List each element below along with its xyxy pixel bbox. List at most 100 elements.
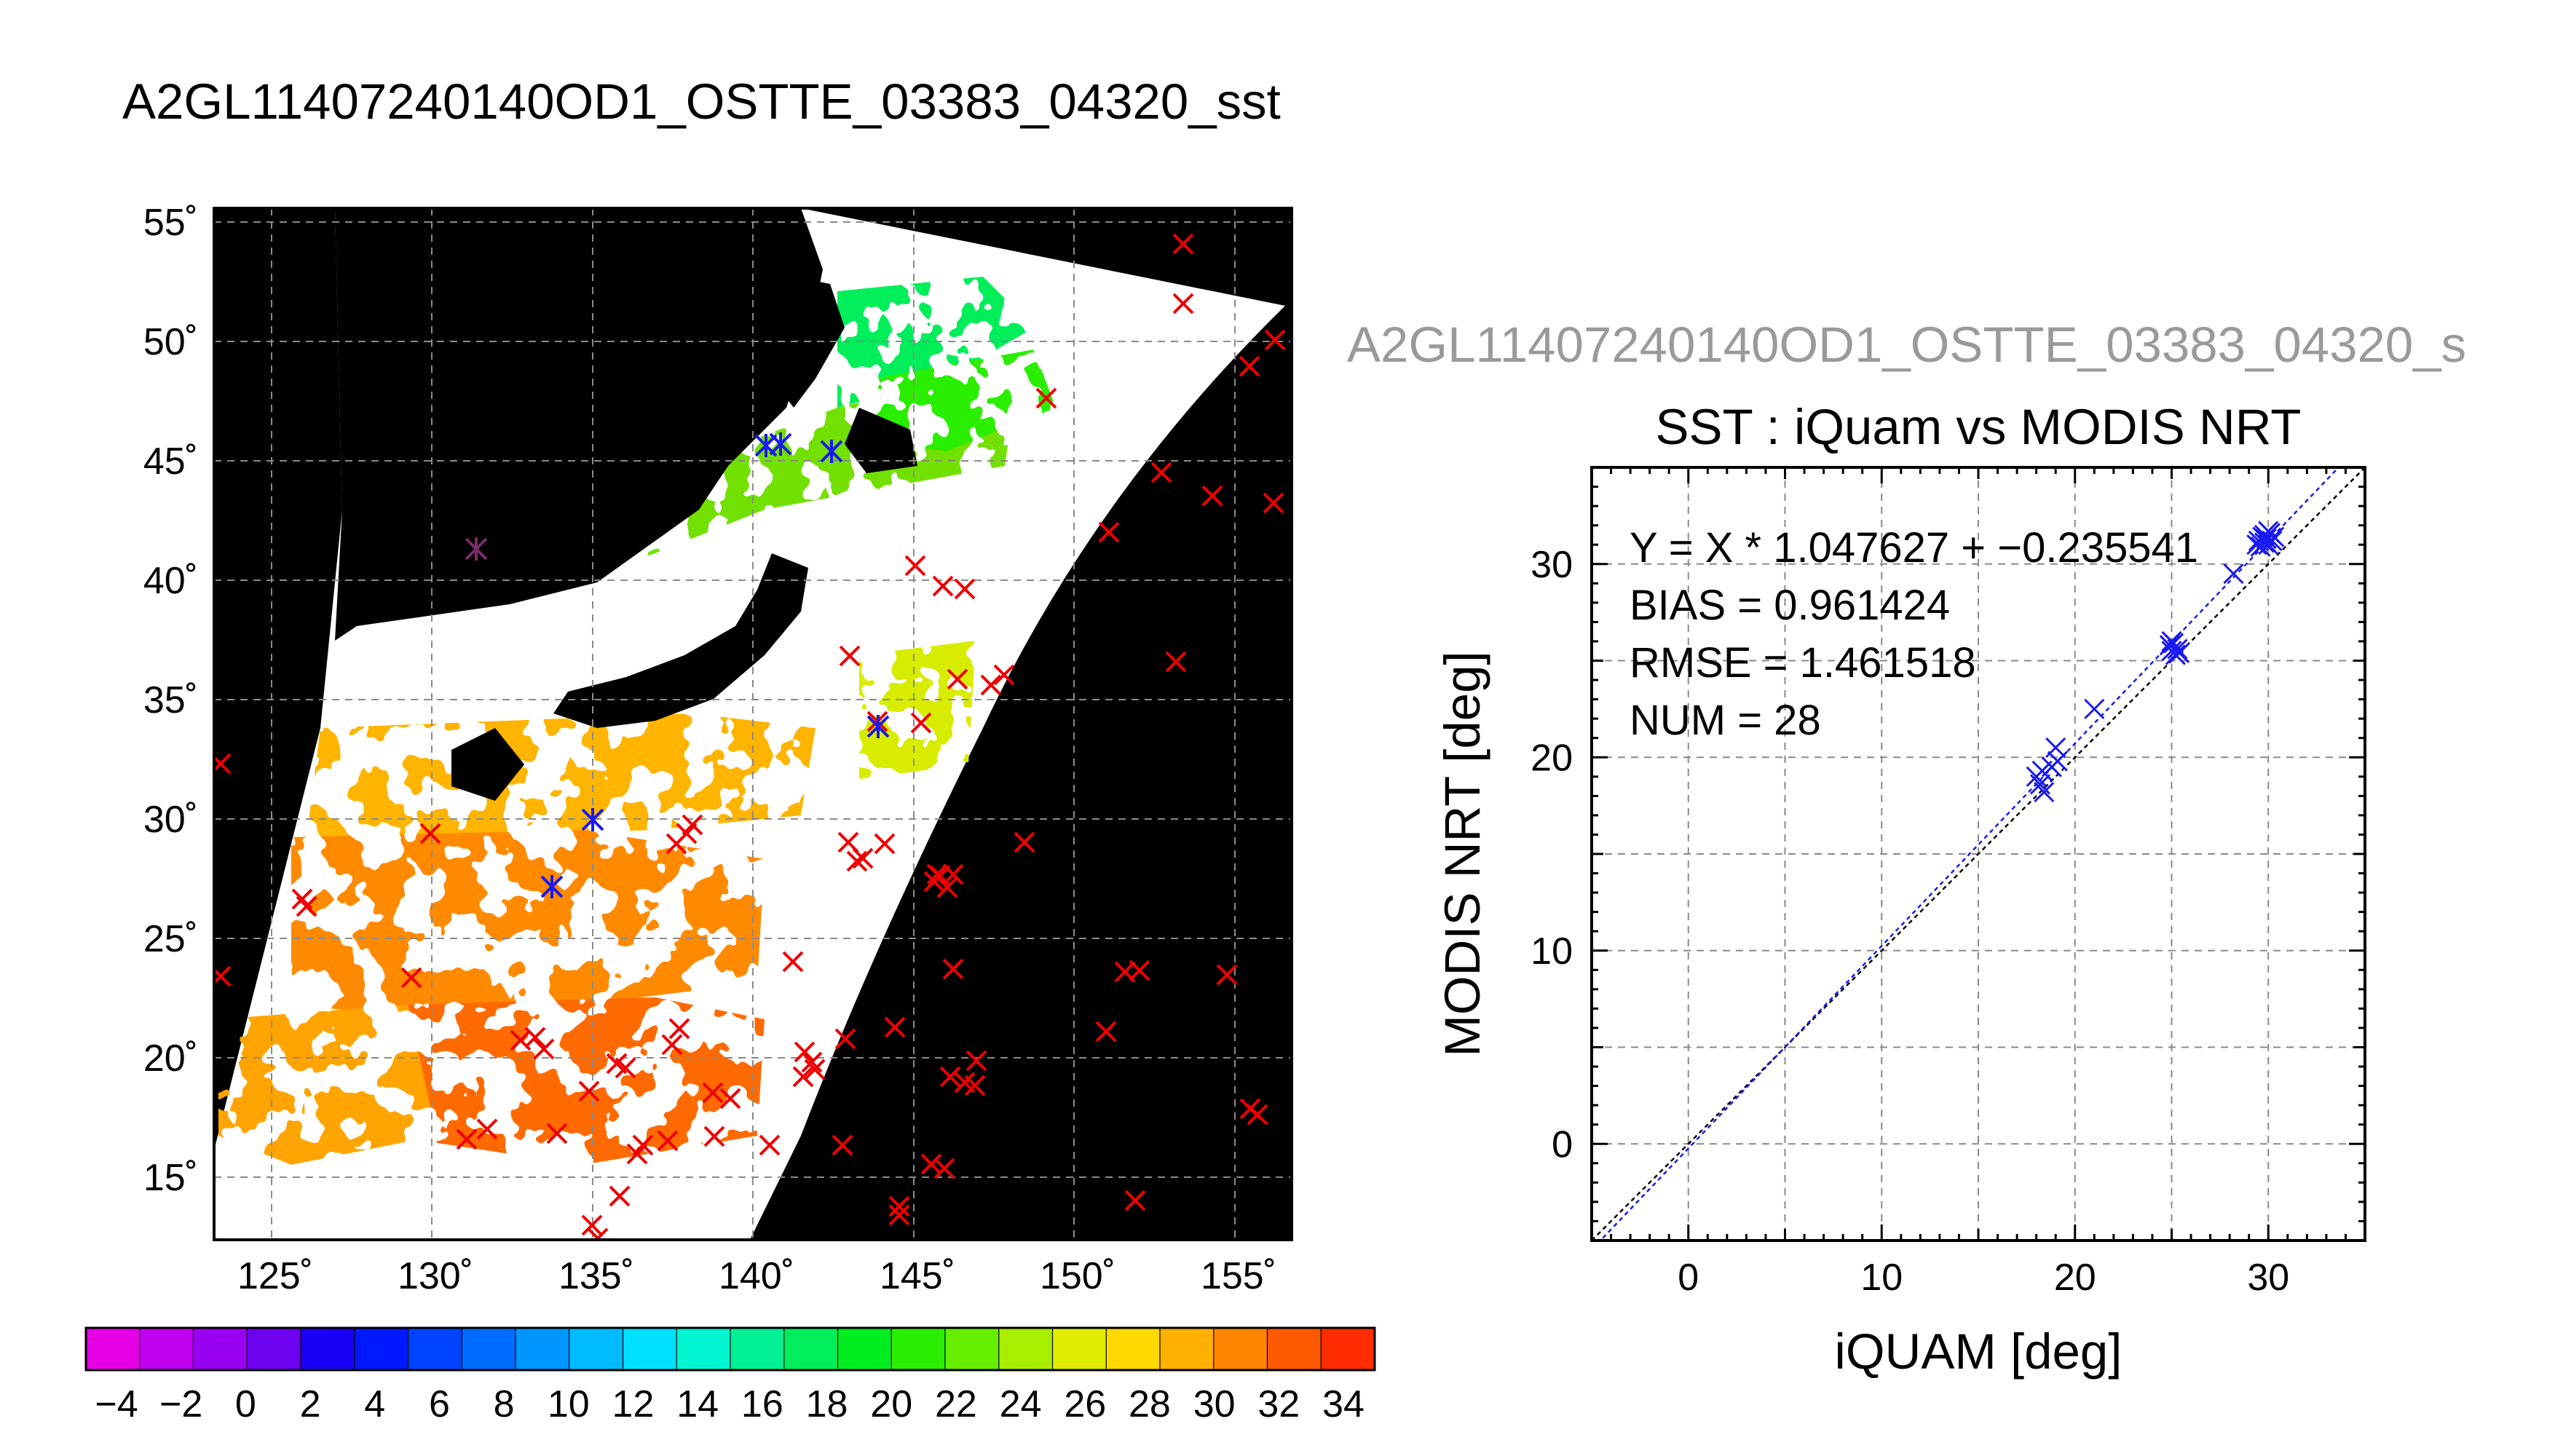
lat-label-15: 15˚: [143, 1157, 198, 1199]
colorbar-frame: [84, 1326, 1376, 1372]
figure-title: A2GL11407240140OD1_OSTTE_03383_04320_sst: [122, 74, 1281, 130]
scatter-point: [2169, 642, 2190, 663]
colorbar-swatch: [676, 1327, 732, 1371]
colorbar-swatch: [515, 1327, 570, 1371]
lon-label-135: 135˚: [558, 1255, 634, 1297]
y-tick-label: 30: [1531, 544, 1573, 586]
colorbar-swatch: [139, 1327, 194, 1371]
colorbar: −4 −2 0 2 4 6 8 10 12 14 16 18 20 22 24 26 28 30 32 34: [84, 1326, 1376, 1425]
colorbar-swatch: [837, 1327, 893, 1371]
x-tick-label: 0: [1678, 1257, 1699, 1299]
colorbar-tick-label: 30: [1193, 1383, 1236, 1425]
colorbar-swatch: [569, 1327, 624, 1371]
scatter-point: [2246, 534, 2267, 555]
colorbar-swatch: [891, 1327, 947, 1371]
colorbar-swatch: [622, 1327, 678, 1371]
colorbar-swatch: [730, 1327, 785, 1371]
colorbar-swatch: [407, 1327, 463, 1371]
colorbar-tick-label: 28: [1129, 1383, 1171, 1425]
map-grid: [214, 208, 1292, 1240]
lat-label-55: 55˚: [143, 202, 198, 244]
y-tick-label: 10: [1531, 930, 1573, 973]
colorbar-tick-label: 18: [806, 1383, 848, 1425]
scatter-point: [2161, 630, 2182, 652]
scatter-point: [2047, 751, 2068, 772]
colorbar-swatch: [998, 1327, 1054, 1371]
x-tick-label: 30: [2247, 1257, 2289, 1299]
scatter-plot: 0 10 20 30 0 10 20 30 Y = X * 1.047627 + −0.235…: [1434, 466, 2366, 1380]
colorbar-tick-label: 10: [548, 1383, 590, 1425]
lon-label-150: 150˚: [1040, 1255, 1115, 1297]
colorbar-tick-label: 16: [741, 1383, 783, 1425]
colorbar-tick-label: 20: [870, 1383, 912, 1425]
scatter-point: [2264, 526, 2285, 547]
colorbar-tick-label: 26: [1064, 1383, 1106, 1425]
colorbar-tick-label: 4: [364, 1383, 385, 1425]
identity-line: [1592, 467, 2365, 1241]
colorbar-tick-label: 12: [612, 1383, 655, 1425]
lat-label-35: 35˚: [143, 679, 198, 721]
scatter-title: SST : iQuam vs MODIS NRT: [1656, 399, 2302, 455]
colorbar-swatch: [1266, 1327, 1322, 1371]
colorbar-tick-label: 14: [676, 1383, 719, 1425]
y-tick-label: 20: [1531, 737, 1573, 779]
y-axis-label: MODIS NRT [deg]: [1434, 651, 1490, 1056]
lat-label-20: 20˚: [143, 1037, 198, 1080]
lat-label-50: 50˚: [143, 321, 198, 363]
colorbar-swatch: [1159, 1327, 1215, 1371]
colorbar-swatch: [354, 1327, 409, 1371]
lon-label-155: 155˚: [1201, 1255, 1276, 1297]
colorbar-tick-label: 2: [300, 1383, 321, 1425]
y-tick-label: 0: [1552, 1123, 1573, 1166]
colorbar-tick-label: 32: [1257, 1383, 1300, 1425]
colorbar-tick-label: 34: [1322, 1383, 1365, 1425]
colorbar-swatch: [1105, 1327, 1161, 1371]
colorbar-swatch: [1320, 1327, 1376, 1371]
colorbar-swatch: [1051, 1327, 1107, 1371]
num-value: NUM = 28: [1630, 697, 1821, 744]
lat-label-30: 30˚: [143, 799, 198, 841]
scatter-point: [2254, 532, 2275, 553]
x-axis-label: iQUAM [deg]: [1835, 1324, 2122, 1380]
scatter-grid: [1592, 467, 2365, 1241]
fit-equation: Y = X * 1.047627 + −0.235541: [1630, 524, 2198, 571]
colorbar-swatch: [944, 1327, 1000, 1371]
sst-map: 55˚ 50˚ 45˚ 40˚ 35˚ 30˚ 25˚ 20˚ 15˚ 125˚…: [143, 202, 1293, 1297]
colorbar-tick-label: 0: [235, 1383, 256, 1425]
fit-line: [1599, 467, 2340, 1241]
colorbar-tick-label: 6: [429, 1383, 450, 1425]
colorbar-swatch: [192, 1327, 248, 1371]
buoy-markers: [214, 233, 1286, 1240]
colorbar-swatch: [783, 1327, 839, 1371]
x-tick-label: 20: [2054, 1257, 2096, 1299]
bias-value: BIAS = 0.961424: [1630, 582, 1950, 629]
lat-label-45: 45˚: [143, 440, 198, 483]
lon-label-145: 145˚: [880, 1255, 955, 1297]
colorbar-tick-label: −2: [159, 1383, 202, 1425]
colorbar-tick-label: −4: [95, 1383, 138, 1425]
lon-label-130: 130˚: [398, 1255, 473, 1297]
scatter-point: [2165, 644, 2186, 665]
x-tick-label: 10: [1860, 1257, 1903, 1299]
colorbar-swatch: [461, 1327, 517, 1371]
colorbar-swatches: [85, 1327, 1376, 1371]
colorbar-swatch: [85, 1327, 141, 1371]
colorbar-swatch: [1213, 1327, 1268, 1371]
lon-label-125: 125˚: [237, 1255, 313, 1297]
scatter-ticks: 0 10 20 30 0 10 20 30: [1531, 466, 2366, 1299]
colorbar-tick-label: 8: [494, 1383, 515, 1425]
scatter-point: [2034, 781, 2055, 803]
colorbar-tick-label: 24: [1000, 1383, 1042, 1425]
scatter-point: [2223, 563, 2244, 585]
colorbar-swatch: [246, 1327, 302, 1371]
lon-label-140: 140˚: [719, 1255, 794, 1297]
scatter-points: [2026, 521, 2285, 803]
rmse-value: RMSE = 1.461518: [1630, 639, 1976, 687]
scatter-point: [2084, 698, 2105, 719]
lat-label-40: 40˚: [143, 560, 198, 602]
map-frame: [213, 207, 1293, 1241]
lat-label-25: 25˚: [143, 918, 198, 960]
scatter-stats: Y = X * 1.047627 + −0.235541 BIAS = 0.96…: [1630, 524, 2198, 744]
scatter-header: A2GL11407240140OD1_OSTTE_03383_04320_s: [1347, 317, 2466, 373]
